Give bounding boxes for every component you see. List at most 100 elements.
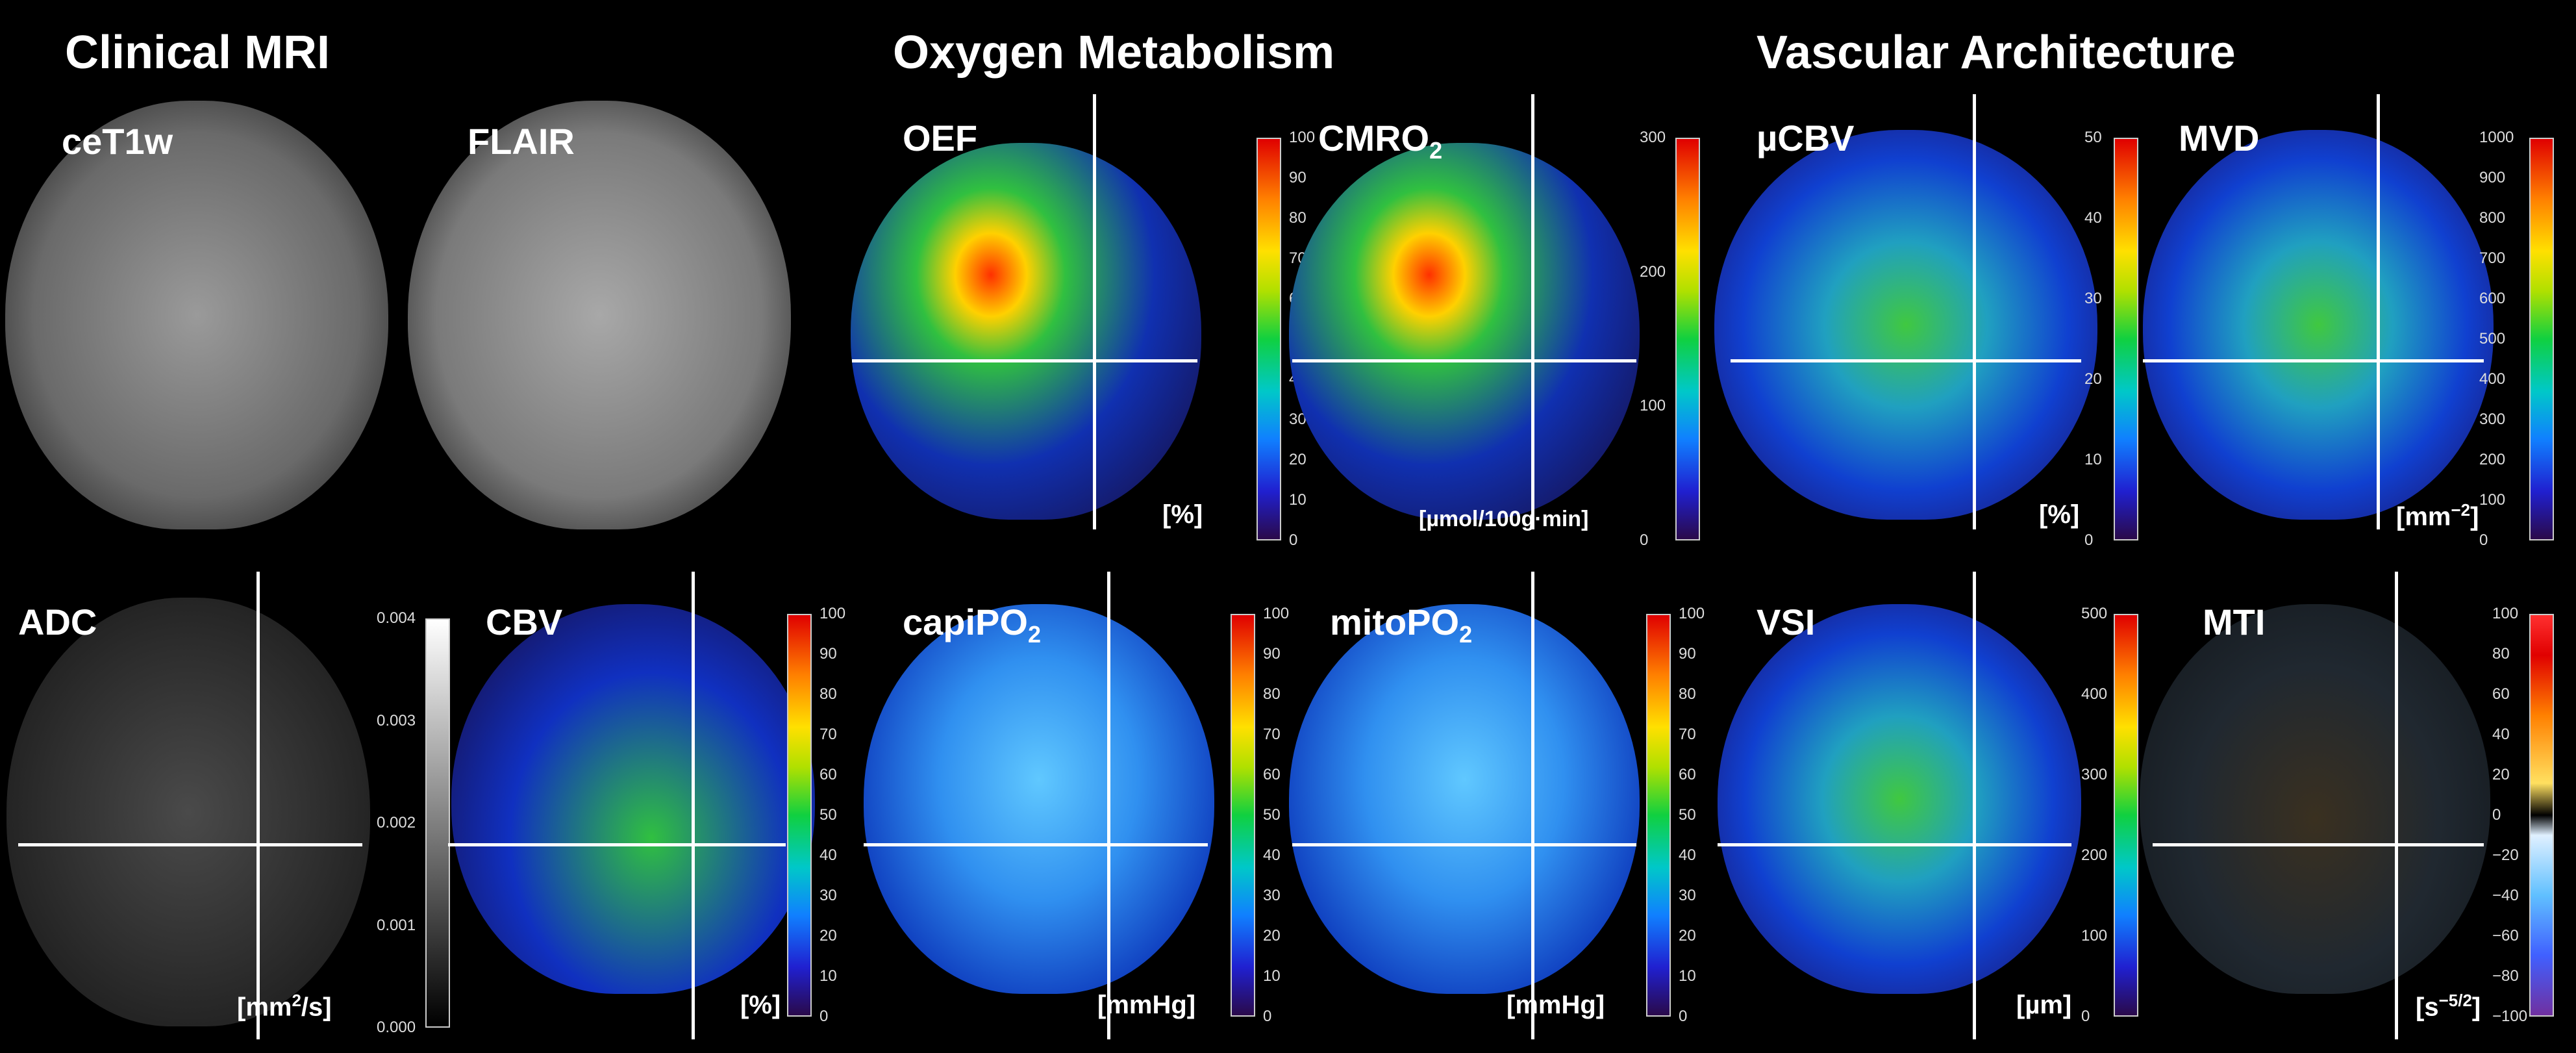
colorbar-tick-label: 80 — [1679, 685, 1696, 703]
crosshair-horizontal — [18, 843, 362, 846]
colorbar-tick-label: 800 — [2479, 209, 2506, 227]
panel-label-flair: FLAIR — [468, 121, 575, 162]
brain-image-oef — [851, 143, 1201, 520]
colorbar-tick-label: 20 — [2492, 766, 2510, 783]
colorbar-tick-label: 40 — [2084, 209, 2102, 227]
colorbar-tick-label: 1000 — [2479, 129, 2514, 146]
colorbar-tick-label: 0.003 — [377, 711, 416, 729]
brain-image-adc — [6, 598, 370, 1026]
unit-label-oef: [%] — [1162, 500, 1203, 529]
colorbar-tick-label: 70 — [819, 726, 837, 743]
colorbar-tick-label: −60 — [2492, 927, 2519, 945]
unit-label-cmro2: [µmol/100g·min] — [1419, 507, 1589, 531]
colorbar-tick-label: 90 — [1263, 645, 1281, 663]
colorbar-tick-label: 0 — [2492, 806, 2501, 824]
panel-label-cmro2: CMRO2 — [1318, 118, 1443, 164]
crosshair-horizontal — [1292, 359, 1636, 362]
unit-label-adc: [mm2/s] — [237, 991, 332, 1022]
colorbar-tick-label: 100 — [1289, 129, 1316, 146]
colorbar-tick-label: 40 — [1263, 846, 1281, 864]
colorbar-tick-label: 10 — [819, 967, 837, 985]
colorbar-tick-label: 20 — [1289, 451, 1307, 468]
brain-image-cmro2 — [1289, 143, 1640, 520]
colorbar-tick-label: 50 — [2084, 129, 2102, 146]
colorbar-tick-label: 100 — [1640, 397, 1666, 415]
colorbar-tick-label: 60 — [1263, 766, 1281, 783]
crosshair-vertical — [2395, 572, 2398, 1039]
colorbar-tick-label: 90 — [1289, 169, 1307, 186]
crosshair-vertical — [1531, 572, 1534, 1039]
colorbar-tick-label: 80 — [1289, 209, 1307, 227]
colorbar-tick-label: 80 — [819, 685, 837, 703]
colorbar-tick-label: 0 — [1263, 1008, 1272, 1025]
colorbar-tick-label: 0.002 — [377, 814, 416, 831]
brain-image-vsi — [1718, 604, 2081, 994]
colorbar-mvd — [2529, 138, 2554, 540]
colorbar-tick-label: 100 — [2479, 491, 2506, 509]
colorbar-tick-label: 70 — [1263, 726, 1281, 743]
crosshair-vertical — [1973, 94, 1976, 529]
panel-label-adc: ADC — [18, 602, 97, 642]
colorbar-tick-label: 100 — [2492, 605, 2519, 622]
crosshair-horizontal — [852, 359, 1197, 362]
colorbar-tick-label: −100 — [2492, 1008, 2528, 1025]
crosshair-horizontal — [2143, 359, 2484, 362]
crosshair-horizontal — [1731, 359, 2081, 362]
colorbar-tick-label: 300 — [2479, 411, 2506, 428]
colorbar-vsi — [2114, 614, 2138, 1017]
colorbar-tick-label: 30 — [2084, 290, 2102, 307]
colorbar-tick-label: 600 — [2479, 290, 2506, 307]
colorbar-tick-label: 100 — [1679, 605, 1705, 622]
colorbar-tick-label: 30 — [819, 887, 837, 904]
brain-image-mitopo2 — [1289, 604, 1640, 994]
colorbar-tick-label: 20 — [1679, 927, 1696, 945]
panel-label-mti: MTI — [2203, 602, 2266, 642]
colorbar-tick-label: 100 — [1263, 605, 1290, 622]
colorbar-tick-label: 20 — [819, 927, 837, 945]
colorbar-tick-label: 60 — [2492, 685, 2510, 703]
colorbar-tick-label: 100 — [2081, 927, 2108, 945]
crosshair-horizontal — [1718, 843, 2071, 846]
colorbar-tick-label: 500 — [2081, 605, 2108, 622]
brain-image-mvd — [2143, 130, 2494, 520]
crosshair-vertical — [1107, 572, 1110, 1039]
colorbar-tick-label: 400 — [2081, 685, 2108, 703]
panel-label-mvd: MVD — [2179, 118, 2260, 159]
panel-label-cbv: CBV — [486, 602, 563, 642]
colorbar-tick-label: 0 — [1679, 1008, 1688, 1025]
colorbar-tick-label: 0 — [1289, 531, 1298, 549]
panel-label-oef: OEF — [903, 118, 978, 159]
colorbar-tick-label: 30 — [1263, 887, 1281, 904]
crosshair-horizontal — [448, 843, 786, 846]
colorbar-tick-label: 10 — [1679, 967, 1696, 985]
colorbar-tick-label: 50 — [1263, 806, 1281, 824]
colorbar-tick-label: 10 — [1289, 491, 1307, 509]
colorbar-tick-label: 20 — [1263, 927, 1281, 945]
colorbar-tick-label: 40 — [1679, 846, 1696, 864]
section-title-oxygen: Oxygen Metabolism — [893, 27, 1335, 79]
panel-label-mitopo2: mitoPO2 — [1330, 602, 1473, 648]
unit-label-capipo2: [mmHg] — [1097, 991, 1196, 1019]
colorbar-tick-label: 20 — [2084, 370, 2102, 388]
colorbar-tick-label: 40 — [2492, 726, 2510, 743]
colorbar-cbv — [787, 614, 812, 1017]
crosshair-vertical — [256, 572, 260, 1039]
colorbar-tick-label: 300 — [1640, 129, 1666, 146]
colorbar-tick-label: 400 — [2479, 370, 2506, 388]
crosshair-vertical — [692, 572, 695, 1039]
section-title-vascular: Vascular Architecture — [1757, 27, 2236, 79]
colorbar-tick-label: −40 — [2492, 887, 2519, 904]
colorbar-adc — [425, 618, 450, 1028]
crosshair-vertical — [2377, 94, 2380, 529]
panel-label-capipo2: capiPO2 — [903, 602, 1041, 648]
unit-label-ucbv: [%] — [2039, 500, 2080, 529]
colorbar-cmro2 — [1675, 138, 1700, 540]
colorbar-tick-label: 0 — [2479, 531, 2488, 549]
colorbar-oef — [1257, 138, 1281, 540]
colorbar-tick-label: 200 — [2479, 451, 2506, 468]
brain-image-ucbv — [1714, 130, 2097, 520]
colorbar-tick-label: 50 — [1679, 806, 1696, 824]
crosshair-vertical — [1973, 572, 1976, 1039]
section-title-clinical: Clinical MRI — [65, 27, 331, 79]
